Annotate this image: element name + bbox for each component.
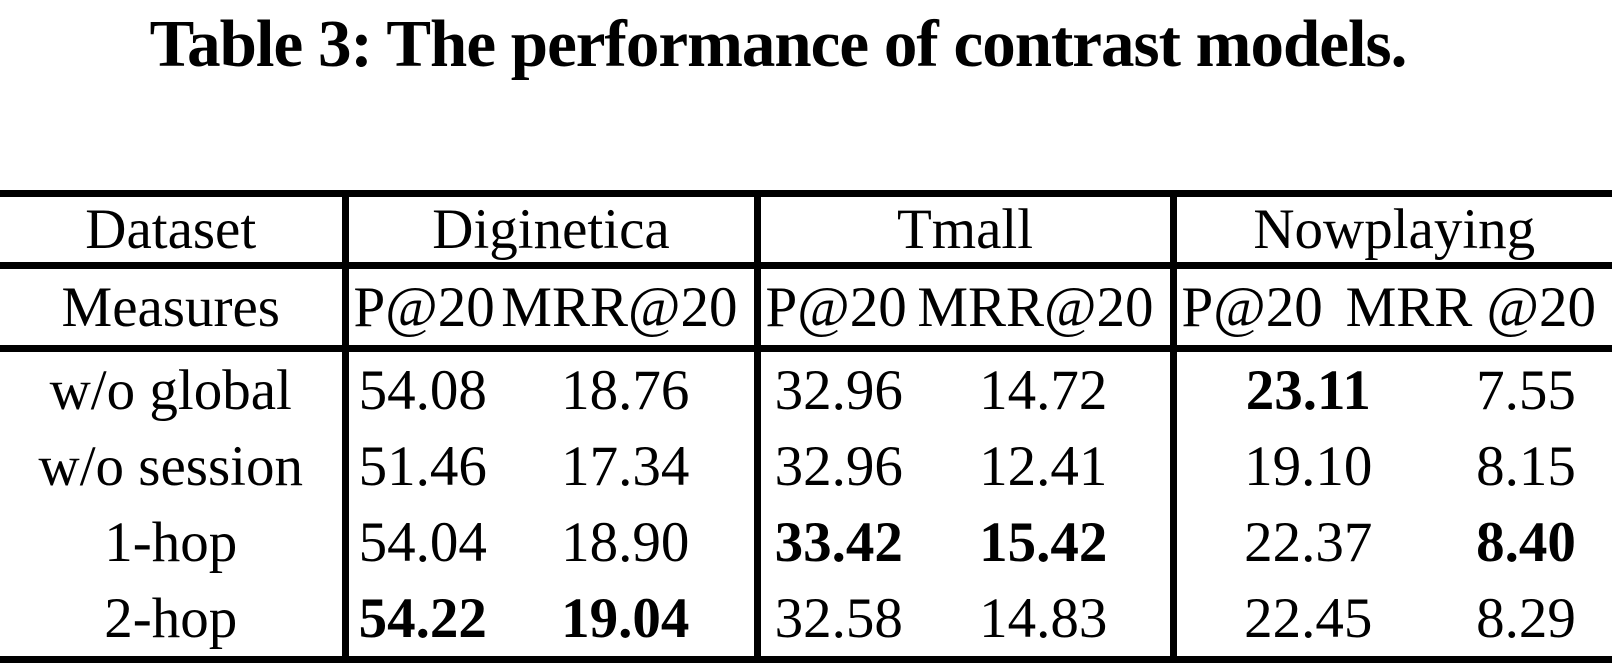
- metric-value-cell: 32.58: [757, 580, 918, 663]
- metric-value-cell: 14.72: [917, 348, 1177, 428]
- metric-value-cell: 19.10: [1244, 434, 1373, 498]
- metric-value-cell: 51.46: [358, 434, 487, 498]
- row-label-cell: 2-hop: [0, 580, 349, 663]
- measures-header-row: Measures P@20 MRR@20 P@20 MRR@20 P@20 MR…: [0, 265, 1612, 352]
- mrr20-label-nowplaying: MRR @20: [1345, 275, 1597, 339]
- metric-value-cell: 32.96: [774, 358, 903, 422]
- metric-value-cell: 14.83: [917, 580, 1177, 663]
- metric-value-cell: 32.96: [774, 434, 903, 498]
- metric-value-cell: 15.42: [917, 504, 1177, 580]
- table-row-wo-session: w/o session 51.46 17.34 32.96 12.41 19.1…: [0, 428, 1612, 504]
- row-label-cell: w/o session: [0, 428, 349, 504]
- p20-label-nowplaying: P@20: [1181, 275, 1323, 339]
- metric-value-cell: 18.90: [497, 504, 761, 580]
- metric-value-cell: 22.45: [1173, 580, 1441, 663]
- dataset-header-row: Dataset Diginetica Tmall Nowplaying: [0, 190, 1612, 269]
- metric-value-cell: 54.22: [345, 580, 497, 663]
- metric-value-cell: 54.08: [358, 358, 487, 422]
- metric-value-cell: 18.76: [497, 348, 761, 428]
- metric-value-cell: 23.11: [1245, 358, 1371, 422]
- table-row-wo-global: w/o global 54.08 18.76 32.96 14.72 23.11…: [0, 348, 1612, 428]
- metric-value-cell: 22.37: [1244, 510, 1373, 574]
- measures-cell-tmall: P@20 MRR@20: [757, 265, 1177, 352]
- metric-value-cell: 8.15: [1476, 434, 1576, 498]
- metric-value-cell: 7.55: [1476, 358, 1576, 422]
- measures-cell-diginetica: P@20 MRR@20: [345, 265, 761, 352]
- dataset-name-nowplaying: Nowplaying: [1173, 190, 1612, 269]
- row-label-cell: 1-hop: [0, 504, 349, 580]
- table-row-2-hop: 2-hop 54.22 19.04 32.58 14.83 22.45 8.29: [0, 580, 1612, 663]
- table-caption: Table 3: The performance of contrast mod…: [149, 7, 1408, 81]
- measures-cell-nowplaying: P@20 MRR @20: [1173, 265, 1612, 352]
- p20-label-diginetica: P@20: [353, 275, 495, 339]
- row-label-cell: w/o global: [0, 348, 349, 428]
- metric-value-cell: 17.34: [497, 428, 761, 504]
- results-table: Dataset Diginetica Tmall Nowplaying Meas…: [0, 190, 1612, 663]
- metric-value-cell: 19.04: [497, 580, 761, 663]
- dataset-name-tmall: Tmall: [757, 190, 1177, 269]
- metric-value-cell: 54.04: [358, 510, 487, 574]
- mrr20-label-tmall: MRR@20: [917, 275, 1154, 339]
- table-row-1-hop: 1-hop 54.04 18.90 33.42 15.42 22.37 8.40: [0, 504, 1612, 580]
- mrr20-label-diginetica: MRR@20: [501, 275, 738, 339]
- metric-value-cell: 8.40: [1476, 510, 1576, 574]
- metric-value-cell: 12.41: [917, 428, 1177, 504]
- dataset-name-diginetica: Diginetica: [345, 190, 761, 269]
- measures-header-cell: Measures: [0, 265, 349, 352]
- metric-value-cell: 8.29: [1440, 580, 1612, 663]
- dataset-header-cell: Dataset: [0, 190, 349, 269]
- p20-label-tmall: P@20: [765, 275, 907, 339]
- metric-value-cell: 33.42: [774, 510, 903, 574]
